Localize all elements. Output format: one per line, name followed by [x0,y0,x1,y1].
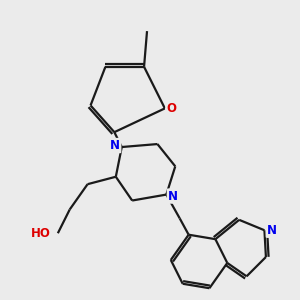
Text: N: N [267,224,277,237]
Text: HO: HO [31,227,50,240]
Text: N: N [110,139,120,152]
Text: O: O [167,102,176,115]
Text: N: N [168,190,178,202]
